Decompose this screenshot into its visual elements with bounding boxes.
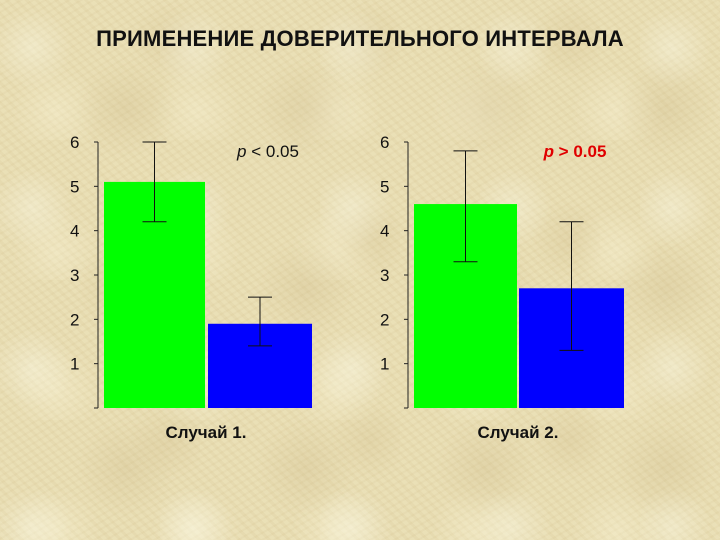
chart2-y-tick-label: 3 <box>380 266 389 285</box>
chart1-y-tick-label: 4 <box>70 222 79 241</box>
chart2-annotation: p > 0.05 <box>543 142 607 161</box>
chart2-y-tick-label: 1 <box>380 355 389 374</box>
chart1-y-tick-label: 1 <box>70 355 79 374</box>
chart1-y-tick-label: 2 <box>70 310 79 329</box>
chart2-y-tick-label: 4 <box>380 222 389 241</box>
chart1-y-tick-label: 6 <box>70 133 79 152</box>
chart2-y-tick-label: 2 <box>380 310 389 329</box>
page-title: ПРИМЕНЕНИЕ ДОВЕРИТЕЛЬНОГО ИНТЕРВАЛА <box>96 26 624 51</box>
chart2-y-tick-label: 6 <box>380 133 389 152</box>
chart1-annotation: p < 0.05 <box>236 142 299 161</box>
chart1-y-tick-label: 3 <box>70 266 79 285</box>
chart2-y-tick-label: 5 <box>380 177 389 196</box>
chart1-y-tick-label: 5 <box>70 177 79 196</box>
chart2-caption: Случай 2. <box>478 423 559 442</box>
chart1-caption: Случай 1. <box>166 423 247 442</box>
